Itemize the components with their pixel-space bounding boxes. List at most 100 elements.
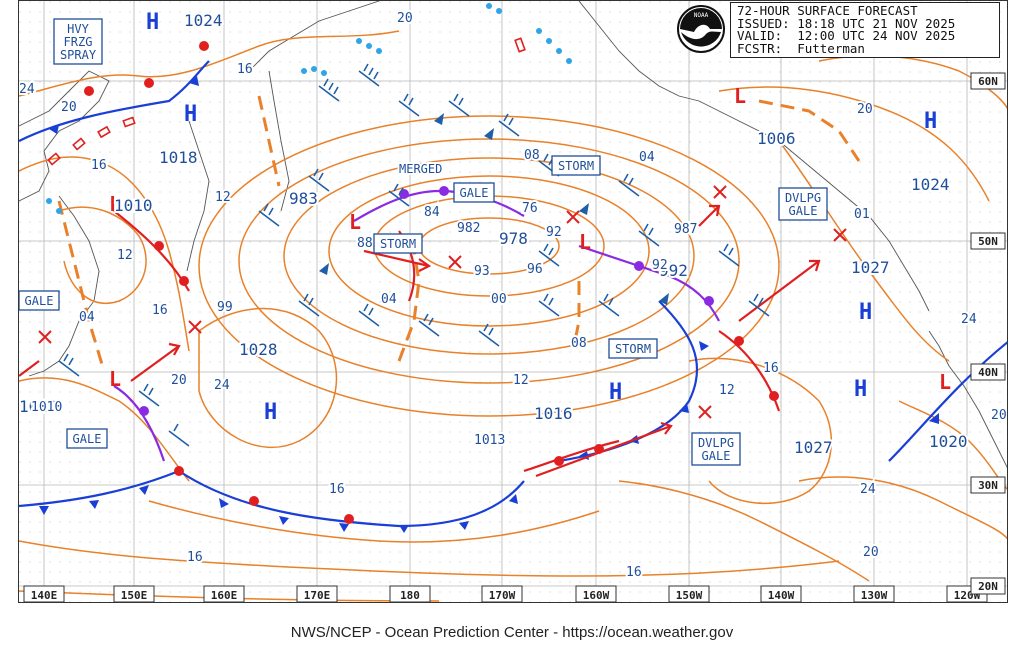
longitude-label-text: 140E — [31, 589, 58, 602]
isobar-label: 84 — [424, 205, 440, 220]
isobar-label: 16 — [187, 550, 203, 565]
low-pressure-center: L — [734, 84, 746, 108]
warm-front-semicircles — [84, 41, 779, 524]
longitude-label: 150W — [668, 585, 710, 602]
warning-label-storm: STORM — [551, 155, 601, 176]
freezing-spray-symbols — [47, 37, 526, 166]
isobar-label: 1010 — [31, 400, 62, 415]
latitude-label: 60N — [970, 72, 1006, 90]
isobar-label: 93 — [474, 264, 490, 279]
low-pressure-center: L — [109, 192, 121, 216]
isobar-label: 24 — [214, 378, 230, 393]
longitude-label-text: 160E — [211, 589, 238, 602]
pressure-value: 1006 — [757, 129, 796, 148]
isobar-label: 01 — [854, 207, 870, 222]
low-pressure-center: L — [659, 257, 671, 281]
low-pressure-center: L — [349, 210, 361, 234]
isobar-label: 16 — [152, 303, 168, 318]
logo-text: NOAA — [694, 12, 709, 19]
warning-label-text: GALE — [789, 204, 818, 218]
longitude-label-text: 150W — [676, 589, 703, 602]
latitude-label-text: 60N — [978, 75, 998, 88]
footer-credit: NWS/NCEP - Ocean Prediction Center - htt… — [290, 624, 734, 641]
warning-label-text: GALE — [702, 449, 731, 463]
surface-forecast-map: H 1024 H 1018 L 1010 L 1010 L 983 L 978 L 992 L 1006 H 10… — [18, 0, 1008, 603]
latitude-label: 30N — [970, 476, 1006, 494]
forecaster-name: FCSTR: Futterman — [737, 40, 865, 56]
warning-label-text: FRZG — [64, 35, 93, 49]
low-pressure-center: L — [579, 230, 591, 254]
coastlines — [19, 1, 1007, 469]
latitude-label: 20N — [970, 577, 1006, 595]
longitude-label-text: 160W — [583, 589, 610, 602]
longitude-label: 170W — [481, 585, 523, 602]
isobar-label: 20 — [857, 102, 873, 117]
pressure-value: 1020 — [929, 432, 968, 451]
issued-time: ISSUED: 18:18 UTC 21 NOV 2025 — [737, 15, 956, 31]
isobar-label: 20 — [863, 545, 879, 560]
isobar-label: 24 — [961, 312, 977, 327]
isobar-label: 99 — [217, 300, 233, 315]
isobar-label: 12 — [513, 373, 529, 388]
isobar-label: 20 — [991, 408, 1007, 423]
sea-ice-dots — [46, 3, 572, 214]
isobar-label: 16 — [626, 565, 642, 580]
isobar-label: 1013 — [474, 433, 505, 448]
cold-front-triangles — [39, 76, 979, 533]
warning-label-gale: GALE — [66, 428, 108, 449]
isobar-label: 92 — [652, 258, 668, 273]
warning-label-text: GALE — [25, 294, 54, 308]
isobar-label: 08 — [524, 148, 540, 163]
warning-label-text: GALE — [460, 186, 489, 200]
longitude-label: 170E — [296, 585, 338, 602]
isobar-label: 20 — [397, 11, 413, 26]
high-pressure-center: H — [146, 10, 159, 35]
isobar-label: 12 — [719, 383, 735, 398]
isobar-label: 16 — [91, 158, 107, 173]
longitude-label: 140E — [23, 585, 65, 602]
warning-label-gale: GALE — [453, 182, 495, 203]
isobar-label: 16 — [763, 361, 779, 376]
pressure-value: 1027 — [851, 258, 890, 277]
longitude-label-text: 130W — [861, 589, 888, 602]
pressure-value: 992 — [659, 261, 688, 280]
warning-label-text: STORM — [558, 159, 594, 173]
isobar-label: 20 — [61, 100, 77, 115]
longitude-label-text: 180 — [400, 589, 420, 602]
isobar-label: 96 — [527, 262, 543, 277]
high-pressure-center: H — [609, 380, 622, 405]
pressure-value: 983 — [289, 189, 318, 208]
warning-label-text: STORM — [615, 342, 651, 356]
pressure-value: 1027 — [794, 438, 833, 457]
pressure-value: 978 — [499, 229, 528, 248]
latitude-label: 50N — [970, 232, 1006, 250]
longitude-label: 130W — [853, 585, 895, 602]
latitude-label-text: 30N — [978, 479, 998, 492]
latitude-label: 40N — [970, 363, 1006, 381]
isobar-label: 982 — [457, 221, 480, 236]
warning-label-text: STORM — [380, 237, 416, 251]
map-canvas: H 1024H1018L1010L1010L983L978L992L1006H10… — [19, 1, 1007, 602]
isobar-label: 00 — [491, 292, 507, 307]
pressure-value: 1010 — [114, 196, 153, 215]
isobar-label: 24 — [19, 82, 35, 97]
wind-barbs — [58, 63, 770, 447]
valid-time: VALID: 12:00 UTC 24 NOV 2025 — [737, 28, 956, 43]
noaa-logo: NOAA — [676, 4, 726, 54]
high-pressure-center: H — [184, 102, 197, 127]
longitude-label: 180 — [389, 585, 431, 602]
high-pressure-center: H — [264, 400, 277, 425]
warning-label-text: DVLPG — [698, 436, 734, 450]
wind-barb-pennants — [319, 113, 669, 305]
pressure-value: 1024 — [184, 11, 223, 30]
isobar-label: 88 — [357, 236, 373, 251]
warning-label-storm: STORM — [373, 233, 423, 254]
isobar-label: 76 — [522, 201, 538, 216]
latitude-label-text: 40N — [978, 366, 998, 379]
isobar-label: 08 — [571, 336, 587, 351]
pressure-value: 1010 — [19, 397, 58, 416]
pressure-value: 1024 — [911, 175, 950, 194]
isobar-label: 04 — [639, 150, 655, 165]
forecast-header: 72-HOUR SURFACE FORECAST ISSUED: 18:18 U… — [730, 2, 1000, 58]
